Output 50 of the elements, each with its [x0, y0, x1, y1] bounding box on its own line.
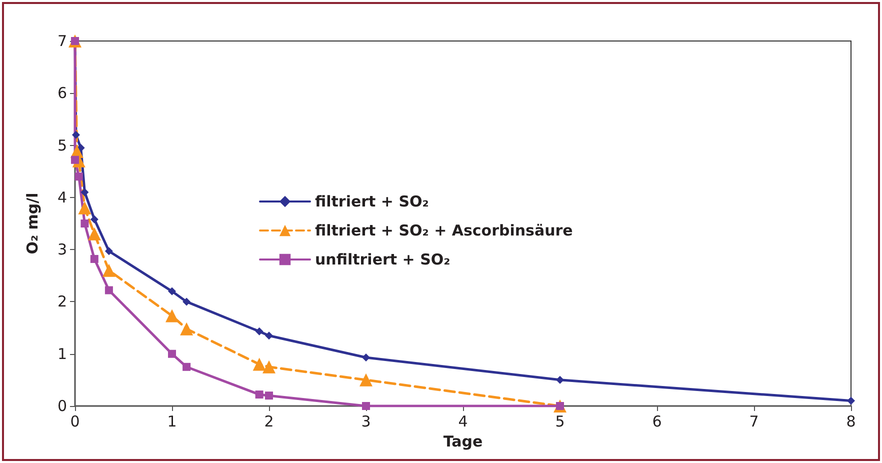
legend-label: filtriert + SO₂ + Ascorbinsäure: [315, 222, 573, 240]
point: [360, 373, 372, 386]
x-axis-title: Tage: [443, 432, 483, 450]
point: [180, 322, 194, 336]
x-tick-label: 5: [555, 412, 565, 430]
x-tick-label: 8: [846, 412, 856, 430]
y-tick-label: 4: [57, 188, 67, 206]
point: [168, 350, 176, 358]
legend-label: filtriert + SO₂: [315, 192, 429, 210]
point: [90, 254, 98, 263]
point: [255, 390, 264, 399]
point: [104, 247, 113, 256]
point: [362, 354, 370, 362]
point: [847, 396, 855, 405]
x-tick-label: 0: [70, 412, 80, 430]
point: [556, 376, 564, 384]
point: [252, 358, 266, 371]
x-tick-label: 6: [652, 412, 662, 430]
x-tick-label: 1: [167, 412, 177, 430]
point: [362, 402, 370, 410]
y-tick-label: 2: [57, 292, 67, 311]
y-axis-title: O₂ mg/l: [24, 192, 42, 254]
x-tick-label: 4: [458, 412, 468, 430]
point: [182, 298, 191, 306]
y-tick-label: 5: [57, 136, 67, 154]
point: [182, 362, 191, 371]
x-tick-label: 2: [264, 412, 274, 430]
point: [78, 201, 92, 214]
y-tick-label: 3: [57, 240, 67, 259]
point: [90, 215, 98, 224]
point: [102, 264, 116, 277]
point: [80, 188, 89, 196]
point: [80, 220, 89, 228]
point: [168, 287, 176, 296]
point: [255, 327, 264, 336]
point: [265, 332, 273, 340]
y-tick-label: 7: [57, 32, 67, 50]
x-tick-label: 7: [749, 412, 759, 430]
y-tick-label: 0: [57, 397, 67, 415]
point: [104, 286, 113, 294]
point: [265, 392, 273, 400]
x-tick-label: 3: [361, 412, 371, 430]
y-tick-label: 6: [57, 84, 67, 102]
point: [74, 172, 83, 181]
legend-label: unfiltriert + SO₂: [315, 250, 450, 268]
point: [88, 227, 101, 240]
point: [72, 130, 80, 139]
y-tick-label: 1: [57, 344, 67, 363]
point: [166, 309, 178, 322]
point: [262, 360, 276, 374]
